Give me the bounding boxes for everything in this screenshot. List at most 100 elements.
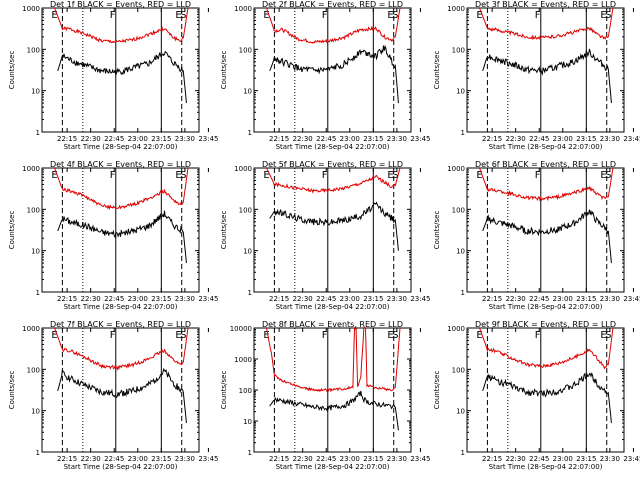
y-tick-label: 10 [456, 248, 465, 256]
x-tick-label: 23:45 [410, 135, 430, 143]
x-tick-label: 23:30 [175, 135, 195, 143]
x-tick-label: 23:15 [363, 455, 383, 463]
x-tick-label: 23:15 [576, 455, 596, 463]
y-tick-label: 10 [31, 88, 40, 96]
x-tick-label: 23:00 [553, 455, 573, 463]
x-tick-label: 23:00 [340, 295, 360, 303]
chart-panel-2: Det 2f BLACK = Events, RED = LLD Counts/s… [220, 0, 431, 151]
y-tick-label: 100 [452, 206, 465, 214]
chart-title: Det 2f BLACK = Events, RED = LLD [262, 0, 403, 9]
series-line-red [479, 167, 614, 202]
plot-frame [253, 7, 412, 133]
x-tick-label: 22:30 [293, 455, 313, 463]
x-tick-label: 23:45 [198, 135, 218, 143]
x-tick-label: 22:45 [529, 135, 549, 143]
chart-title: Det 4f BLACK = Events, RED = LLD [50, 160, 191, 169]
y-tick-label: 10 [456, 408, 465, 416]
event-marker-label: F [110, 10, 116, 21]
x-tick-label: 22:45 [104, 455, 124, 463]
series-line-black [269, 44, 399, 104]
y-axis-label: Counts/sec [433, 51, 441, 90]
event-marker-label: S [180, 10, 186, 21]
event-marker-label: F [110, 330, 116, 341]
x-tick-label: 22:45 [529, 455, 549, 463]
y-tick-label: 1000 [447, 325, 465, 333]
chart-panel-6: Det 6f BLACK = Events, RED = LLD Counts/s… [433, 160, 640, 311]
chart-panel-8: Det 8f BLACK = Events, RED = LLD Counts/s… [220, 320, 431, 471]
x-tick-label: 22:15 [57, 455, 77, 463]
y-tick-label: 1000 [447, 165, 465, 173]
series-line-black [57, 50, 187, 104]
y-tick-label: 1 [36, 289, 40, 297]
x-tick-label: 22:15 [269, 455, 289, 463]
event-marker-label: E [263, 330, 269, 341]
event-marker-label: S [392, 330, 398, 341]
event-marker-label: F [535, 330, 541, 341]
x-tick-label: 23:00 [340, 135, 360, 143]
x-tick-label: 23:30 [387, 135, 407, 143]
y-axis-label: Counts/sec [433, 211, 441, 250]
series-line-black [57, 210, 187, 264]
y-tick-label: 100 [27, 206, 40, 214]
x-tick-label: 22:30 [293, 295, 313, 303]
y-tick-label: 10 [31, 248, 40, 256]
y-tick-label: 1 [248, 129, 252, 137]
y-tick-label: 1 [36, 449, 40, 457]
x-axis-label: Start Time (28-Sep-04 22:07:00) [64, 303, 178, 311]
series-line-red [54, 327, 189, 371]
chart-title: Det 6f BLACK = Events, RED = LLD [475, 160, 616, 169]
event-marker-label: E [51, 330, 57, 341]
y-tick-label: 1 [248, 449, 252, 457]
series-line-red [479, 7, 614, 41]
series-line-black [482, 48, 612, 104]
y-axis-label: Counts/sec [220, 211, 228, 250]
y-tick-label: 1000 [234, 5, 252, 13]
event-marker-label: E [600, 170, 606, 181]
event-marker-label: S [392, 170, 398, 181]
y-tick-label: 100 [452, 46, 465, 54]
event-marker-label: E [263, 10, 269, 21]
y-tick-label: 10 [456, 88, 465, 96]
y-tick-label: 1 [461, 449, 465, 457]
series-line-red [266, 326, 401, 393]
event-marker-label: E [387, 330, 393, 341]
event-marker-label: S [392, 10, 398, 21]
x-tick-label: 22:45 [104, 135, 124, 143]
y-tick-label: 1000 [22, 165, 40, 173]
chart-title: Det 8f BLACK = Events, RED = LLD [262, 320, 403, 329]
x-tick-label: 22:30 [81, 135, 101, 143]
series-line-red [54, 7, 189, 44]
event-marker-label: S [605, 170, 611, 181]
x-tick-label: 23:00 [340, 455, 360, 463]
y-tick-label: 1000 [234, 165, 252, 173]
x-tick-label: 22:30 [81, 455, 101, 463]
x-tick-label: 23:00 [128, 135, 148, 143]
event-marker-label: F [535, 170, 541, 181]
chart-title: Det 1f BLACK = Events, RED = LLD [50, 0, 191, 9]
plot-frame [41, 7, 200, 133]
series-line-red [266, 167, 401, 194]
x-tick-label: 23:45 [198, 295, 218, 303]
chart-title: Det 3f BLACK = Events, RED = LLD [475, 0, 616, 9]
chart-panel-4: Det 4f BLACK = Events, RED = LLD Counts/s… [8, 160, 219, 311]
event-marker-label: S [180, 170, 186, 181]
x-tick-label: 22:30 [293, 135, 313, 143]
chart-panel-3: Det 3f BLACK = Events, RED = LLD Counts/s… [433, 0, 640, 151]
x-tick-label: 23:45 [623, 135, 640, 143]
event-marker-label: E [263, 170, 269, 181]
x-tick-label: 22:45 [529, 295, 549, 303]
series-line-red [266, 7, 401, 44]
y-tick-label: 100 [27, 366, 40, 374]
x-tick-label: 23:15 [363, 295, 383, 303]
y-axis-label: Counts/sec [8, 371, 16, 410]
x-tick-label: 23:30 [600, 135, 620, 143]
chart-title: Det 9f BLACK = Events, RED = LLD [475, 320, 616, 329]
x-tick-label: 23:30 [600, 455, 620, 463]
y-tick-label: 1000 [22, 5, 40, 13]
x-tick-label: 23:30 [175, 295, 195, 303]
x-tick-label: 23:30 [387, 295, 407, 303]
y-tick-label: 1 [461, 289, 465, 297]
y-tick-label: 1 [461, 129, 465, 137]
x-tick-label: 22:30 [506, 135, 526, 143]
